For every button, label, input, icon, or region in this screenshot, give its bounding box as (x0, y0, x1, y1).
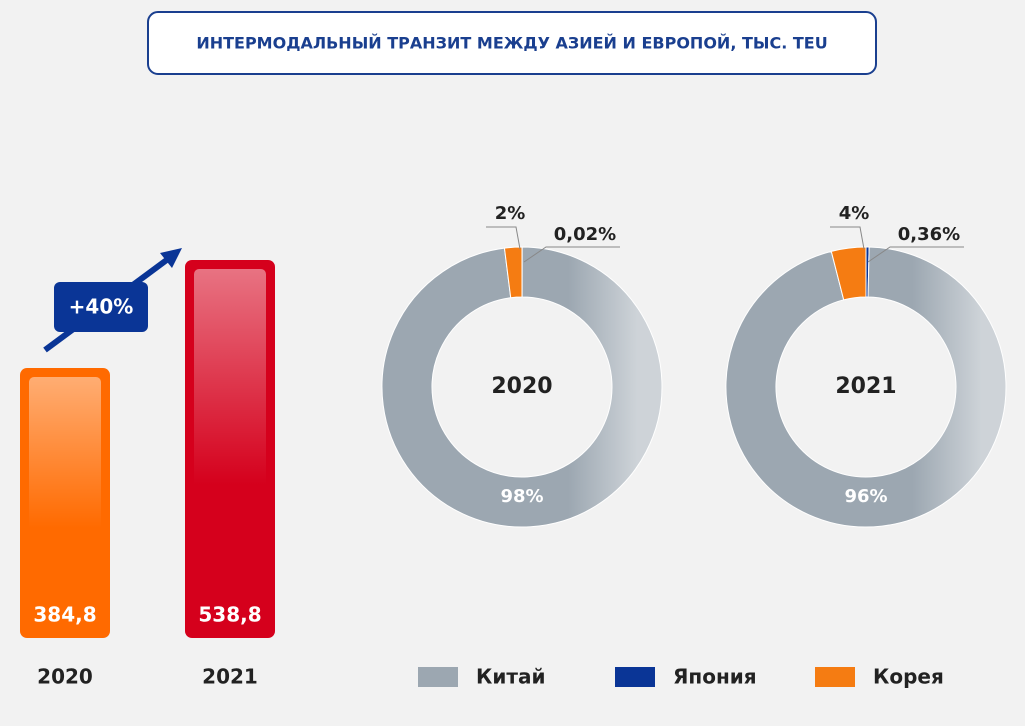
growth-badge (54, 282, 148, 332)
value-label: 98% (500, 486, 543, 507)
title: ИНТЕРМОДАЛЬНЫЙ ТРАНЗИТ МЕЖДУ АЗИЕЙ И ЕВР… (196, 34, 827, 53)
leader-line (867, 246, 964, 263)
title-box (147, 11, 877, 75)
value-label: 538,8 (198, 603, 261, 627)
x-tick-label: 2020 (37, 665, 93, 689)
bar-highlight (29, 377, 101, 629)
value-label: 0,02% (554, 224, 616, 245)
legend-label: Корея (873, 665, 944, 689)
ring-shade (382, 247, 662, 527)
annotation: +40% (69, 295, 134, 319)
bar-highlight (194, 269, 266, 629)
leader-line (523, 246, 620, 263)
donut-center-label: 2021 (835, 374, 896, 399)
leader-line (486, 226, 521, 250)
donut-center-label: 2020 (491, 374, 552, 399)
value-label: 96% (844, 486, 887, 507)
value-label: 0,36% (898, 224, 960, 245)
value-label: 2% (495, 203, 526, 224)
legend-swatch (815, 667, 855, 687)
value-label: 4% (839, 203, 870, 224)
x-tick-label: 2021 (202, 665, 258, 689)
value-label: 384,8 (33, 603, 96, 627)
legend-swatch (615, 667, 655, 687)
ring-shade (726, 247, 1006, 527)
legend-label: Китай (476, 665, 545, 689)
leader-line (830, 226, 865, 250)
arrow-head (160, 248, 182, 268)
legend-label: Япония (673, 665, 757, 689)
legend-swatch (418, 667, 458, 687)
